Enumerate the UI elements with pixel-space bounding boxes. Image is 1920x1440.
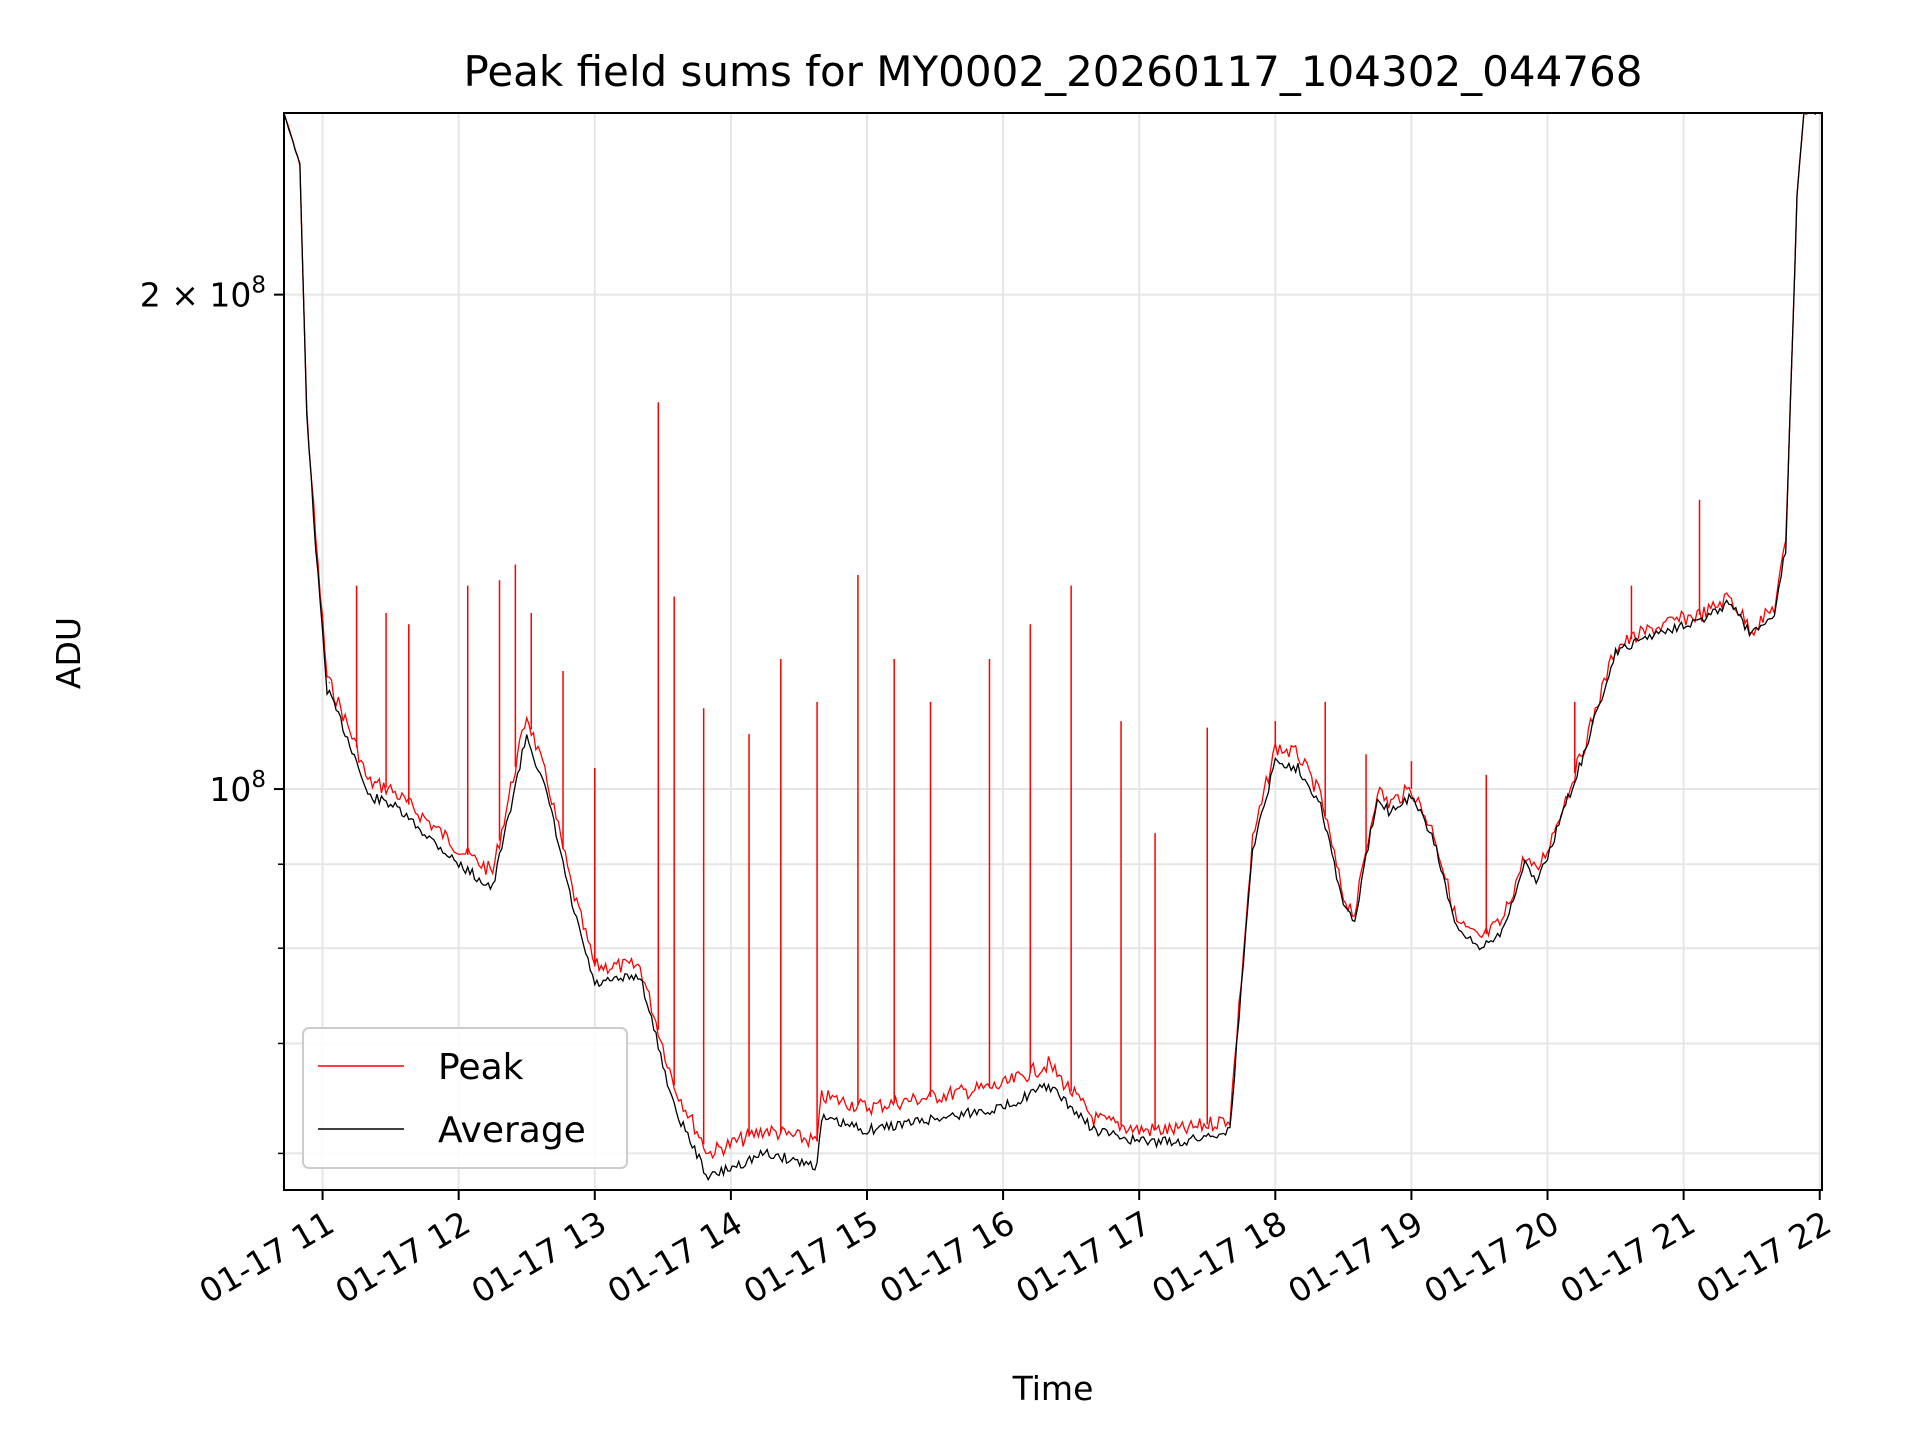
legend-box xyxy=(302,1027,628,1169)
plot-area xyxy=(284,113,1822,1190)
plot-frame xyxy=(283,112,1823,1191)
y-tick-label: 108 xyxy=(209,767,266,809)
legend-label-peak: Peak xyxy=(438,1047,524,1088)
y-axis: 2 × 108 108 xyxy=(140,273,284,1155)
chart-title: Peak field sums for MY0002_20260117_1043… xyxy=(463,47,1642,96)
series-layer xyxy=(284,113,1822,1182)
y-tick-label: 2 × 108 xyxy=(140,273,266,315)
legend-label-average: Average xyxy=(438,1110,586,1151)
series-line-average xyxy=(284,113,1822,1182)
y-axis-title: ADU xyxy=(49,617,88,689)
x-axis-title: Time xyxy=(1012,1369,1094,1408)
legend: Peak Average xyxy=(302,1027,628,1169)
